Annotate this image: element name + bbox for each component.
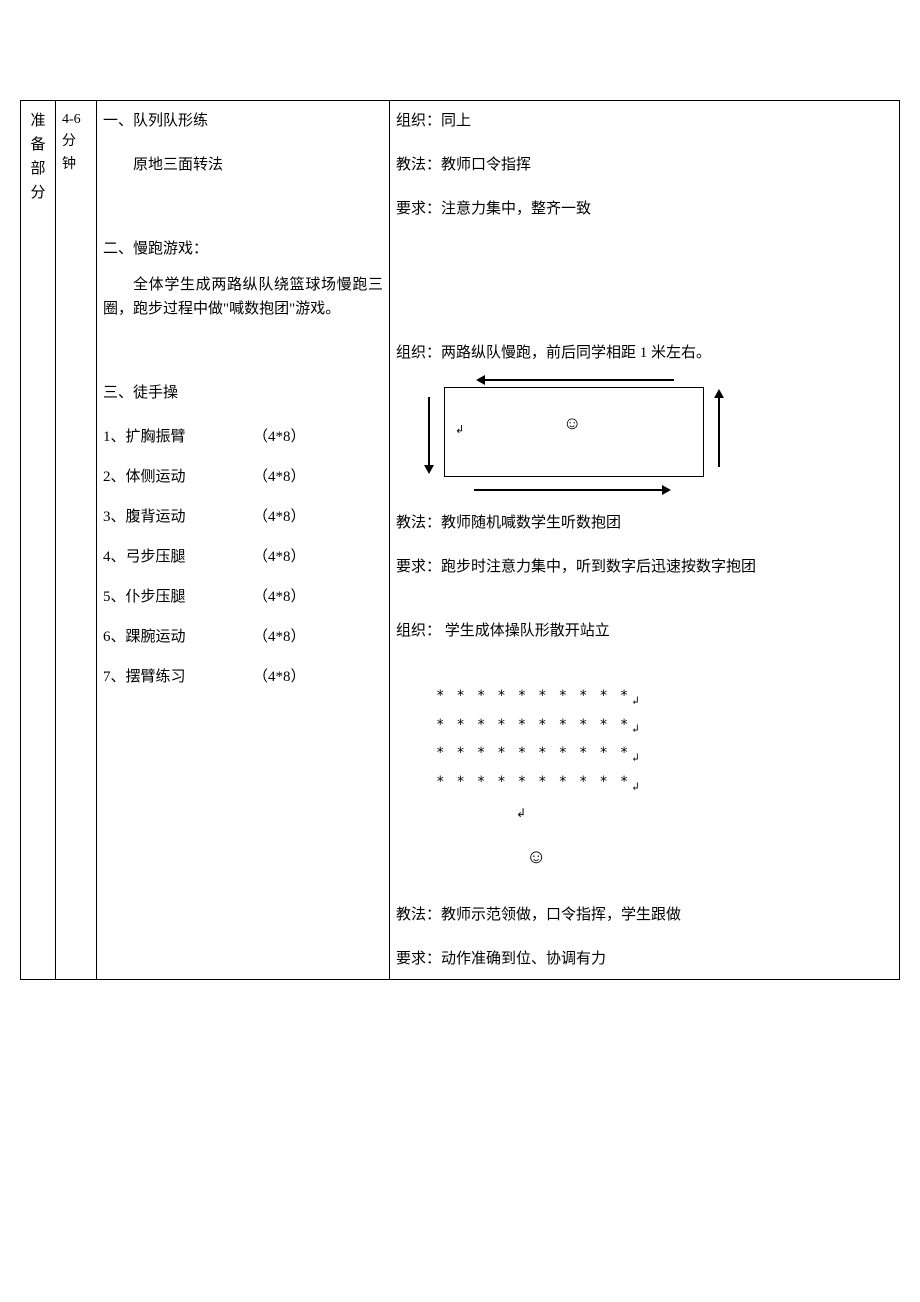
return-mark-icon: ↲ bbox=[632, 780, 639, 793]
exercise-name: 6、踝腕运动 bbox=[103, 625, 253, 649]
exercise-item: 3、腹背运动（4*8） bbox=[103, 505, 383, 529]
page: 准 备 部 分 4-6 分 钟 一、队列队形练 原地三面转法 二、慢跑游戏： 全… bbox=[0, 0, 920, 1080]
section-label: 准 备 部 分 bbox=[27, 109, 49, 205]
exercise-name: 7、摆臂练习 bbox=[103, 665, 253, 689]
diagram-box: ↲ ☺ bbox=[444, 387, 704, 477]
heading-2: 二、慢跑游戏： bbox=[103, 237, 383, 261]
method-3: 教法：教师示范领做，口令指挥，学生跟做 bbox=[396, 903, 893, 927]
duration-label: 4-6 分 钟 bbox=[62, 109, 90, 176]
exercise-reps: （4*8） bbox=[253, 665, 343, 689]
exercise-item: 2、体侧运动（4*8） bbox=[103, 465, 383, 489]
grid-row: **********↲ bbox=[436, 712, 893, 741]
req-3: 要求：动作准确到位、协调有力 bbox=[396, 947, 893, 971]
return-mark-icon: ↲ bbox=[632, 751, 639, 764]
exercise-reps: （4*8） bbox=[253, 425, 343, 449]
exercise-reps: （4*8） bbox=[253, 545, 343, 569]
exercise-name: 1、扩胸振臂 bbox=[103, 425, 253, 449]
exercise-item: 6、踝腕运动（4*8） bbox=[103, 625, 383, 649]
exercise-reps: （4*8） bbox=[253, 625, 343, 649]
lesson-table: 准 备 部 分 4-6 分 钟 一、队列队形练 原地三面转法 二、慢跑游戏： 全… bbox=[20, 100, 900, 980]
smiley-icon: ☺ bbox=[526, 841, 893, 873]
return-mark-icon: ↲ bbox=[632, 722, 639, 735]
org-1: 组织：同上 bbox=[396, 109, 893, 133]
exercise-name: 5、仆步压腿 bbox=[103, 585, 253, 609]
section-label-cell: 准 备 部 分 bbox=[21, 101, 56, 980]
smiley-icon: ☺ bbox=[563, 414, 581, 432]
exercise-item: 1、扩胸振臂（4*8） bbox=[103, 425, 383, 449]
heading-1: 一、队列队形练 bbox=[103, 109, 383, 133]
exercise-item: 4、弓步压腿（4*8） bbox=[103, 545, 383, 569]
diagram-running-track: ↲ ☺ bbox=[414, 377, 724, 497]
exercise-item: 7、摆臂练习（4*8） bbox=[103, 665, 383, 689]
grid-row: **********↲ bbox=[436, 769, 893, 798]
return-mark-icon: ↲ bbox=[455, 422, 464, 440]
heading-2-body: 全体学生成两路纵队绕篮球场慢跑三圈，跑步过程中做"喊数抱团"游戏。 bbox=[103, 273, 383, 321]
exercise-reps: （4*8） bbox=[253, 585, 343, 609]
heading-3: 三、徒手操 bbox=[103, 381, 383, 405]
content-right-cell: 组织：同上 教法：教师口令指挥 要求：注意力集中，整齐一致 组织：两路纵队慢跑，… bbox=[390, 101, 900, 980]
grid-row: **********↲ bbox=[436, 740, 893, 769]
exercise-list: 1、扩胸振臂（4*8） 2、体侧运动（4*8） 3、腹背运动（4*8） 4、弓步… bbox=[103, 425, 383, 689]
exercise-name: 4、弓步压腿 bbox=[103, 545, 253, 569]
exercise-item: 5、仆步压腿（4*8） bbox=[103, 585, 383, 609]
return-mark-icon: ↲ bbox=[632, 694, 639, 707]
method-1: 教法：教师口令指挥 bbox=[396, 153, 893, 177]
req-1: 要求：注意力集中，整齐一致 bbox=[396, 197, 893, 221]
req-2: 要求：跑步时注意力集中，听到数字后迅速按数字抱团 bbox=[396, 555, 893, 579]
exercise-name: 3、腹背运动 bbox=[103, 505, 253, 529]
exercise-name: 2、体侧运动 bbox=[103, 465, 253, 489]
heading-1-sub: 原地三面转法 bbox=[103, 153, 383, 177]
formation-grid: **********↲ **********↲ **********↲ ****… bbox=[436, 683, 893, 798]
content-left-cell: 一、队列队形练 原地三面转法 二、慢跑游戏： 全体学生成两路纵队绕篮球场慢跑三圈… bbox=[97, 101, 390, 980]
return-mark-icon: ↲ bbox=[516, 804, 893, 823]
exercise-reps: （4*8） bbox=[253, 505, 343, 529]
method-2: 教法：教师随机喊数学生听数抱团 bbox=[396, 511, 893, 535]
org-2: 组织：两路纵队慢跑，前后同学相距 1 米左右。 bbox=[396, 341, 893, 365]
org-3: 组织： 学生成体操队形散开站立 bbox=[396, 619, 893, 643]
exercise-reps: （4*8） bbox=[253, 465, 343, 489]
duration-cell: 4-6 分 钟 bbox=[56, 101, 97, 980]
grid-row: **********↲ bbox=[436, 683, 893, 712]
